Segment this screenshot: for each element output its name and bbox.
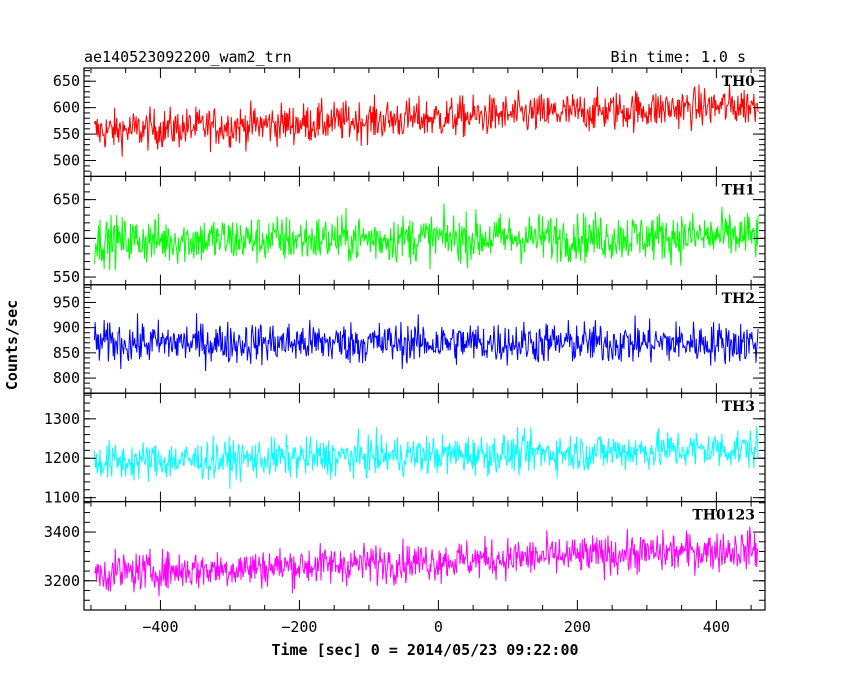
chart-title: ae140523092200_wam2_trn — [84, 48, 292, 66]
panel-th2: 800 850 900 950 TH2 — [53, 284, 766, 394]
y-tick-label: 950 — [53, 293, 80, 311]
panel-th0123: 3200 3400 TH0123 — [44, 501, 766, 611]
panel-label-th2: TH2 — [722, 291, 755, 307]
y-tick-label: 1200 — [44, 449, 80, 467]
y-tick-label: 550 — [53, 268, 80, 286]
y-tick-label: 600 — [53, 229, 80, 247]
panel-th1: 550 600 650 TH1 — [53, 175, 766, 286]
x-tick-label: 0 — [434, 618, 443, 636]
panel-frame — [83, 501, 766, 611]
y-tick-label: 650 — [53, 191, 80, 209]
panel-label-th1: TH1 — [722, 182, 755, 198]
panel-label-th0123: TH0123 — [692, 508, 755, 524]
panel-label-th3: TH3 — [722, 399, 755, 415]
panels: 500 550 600 650 TH0 550 600 650 TH1 800 850 900 950 T… — [44, 67, 766, 611]
series-th2 — [93, 313, 759, 372]
y-tick-label: 3400 — [44, 523, 80, 541]
y-tick-label: 3200 — [44, 572, 80, 590]
y-tick-label: 1300 — [44, 410, 80, 428]
y-tick-label: 600 — [53, 99, 80, 117]
x-tick-label: 400 — [703, 618, 730, 636]
series-th0 — [93, 83, 759, 157]
bin-time-label: Bin time: 1.0 s — [611, 48, 746, 66]
y-tick-label: 550 — [53, 125, 80, 143]
y-axis-label: Counts/sec — [3, 300, 21, 390]
y-tick-label: 900 — [53, 319, 80, 337]
panel-th0: 500 550 600 650 TH0 — [53, 67, 766, 178]
x-tick-label: −200 — [281, 618, 317, 636]
y-tick-label: 800 — [53, 369, 80, 387]
panel-th3: 1100 1200 1300 TH3 — [44, 392, 766, 507]
series-th3 — [93, 426, 759, 489]
series-th0123 — [94, 526, 759, 597]
x-tick-label: −400 — [142, 618, 178, 636]
series-th1 — [93, 203, 759, 271]
x-axis: −400 −200 0 200 400 — [142, 618, 730, 636]
x-axis-label: Time [sec] 0 = 2014/05/23 09:22:00 — [271, 641, 578, 659]
panel-label-th0: TH0 — [722, 74, 756, 90]
y-tick-label: 500 — [53, 152, 80, 170]
x-tick-label: 200 — [564, 618, 591, 636]
y-tick-label: 850 — [53, 344, 80, 362]
y-tick-label: 1100 — [44, 489, 80, 507]
y-tick-label: 650 — [53, 72, 80, 90]
